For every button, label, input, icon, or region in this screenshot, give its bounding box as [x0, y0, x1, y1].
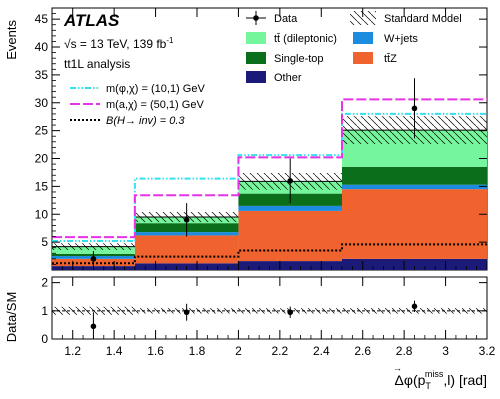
ratio-point-1 [183, 309, 190, 316]
main-ytick-label-2: 15 [35, 179, 49, 193]
bar-2-3 [342, 184, 487, 190]
legend-single-top: Single-top [246, 52, 324, 65]
legend-signal-phi: m(φ,χ) = (10,1) GeV [70, 83, 205, 95]
x-axis-label-tail: ,l) [rad] [443, 372, 487, 388]
legend-wjets-label: W+jets [384, 33, 418, 45]
legend-single-top-label: Single-top [274, 53, 324, 65]
legend-ttbar-label: tt̄ (dileptonic) [274, 33, 337, 45]
data-point-2 [287, 178, 294, 184]
legend-signal-hinv-label: B(H→ inv) = 0.3 [106, 115, 185, 127]
analysis-label: tt1L analysis [64, 57, 130, 71]
main-ytick-label-5: 30 [35, 96, 49, 110]
xtick-label-2: 1.6 [147, 344, 164, 358]
ratio-point-0 [90, 323, 97, 330]
legend-ttbar-dilep: tt̄ (dileptonic) [246, 32, 337, 45]
y-axis-label: Events [4, 20, 19, 60]
xtick-label-3: 1.8 [189, 344, 206, 358]
lumi-exponent: -1 [166, 36, 174, 45]
legend-signal-a-label: m(a,χ) = (50,1) GeV [106, 99, 204, 111]
main-ytick-label-6: 35 [35, 68, 49, 82]
x-axis-arrow: → [393, 363, 402, 373]
bar-1-1 [134, 235, 239, 264]
signal-line-1 [52, 98, 487, 239]
x-axis-label-sub: T [425, 381, 431, 391]
main-ytick-label-7: 40 [35, 40, 49, 54]
ratio-y-axis-label: Data/SM [4, 292, 19, 343]
xtick-label-0: 1.2 [64, 344, 81, 358]
legend-wjets: W+jets [353, 32, 418, 45]
legend-signal-a: m(a,χ) = (50,1) GeV [70, 99, 204, 111]
main-ytick-label-0: 5 [41, 235, 48, 249]
bar-1-3 [342, 189, 487, 259]
xtick-label-8: 2.8 [396, 344, 413, 358]
energy-lumi-text: s = 13 TeV, 139 fb [71, 37, 167, 51]
xtick-label-7: 2.6 [354, 344, 371, 358]
legend-other: Other [246, 71, 302, 84]
xtick-label-6: 2.4 [313, 344, 330, 358]
x-axis-label-sup: miss [425, 369, 444, 379]
x-axis-label: Δφ(pTmiss,l) [rad] [395, 369, 487, 391]
legend-ttz-label: tt̄Z [384, 53, 397, 65]
data-point-1 [183, 217, 190, 223]
ratio-point-3 [411, 303, 418, 310]
xtick-label-10: 3.2 [479, 344, 496, 358]
legend-standard-model: Standard Model [350, 11, 462, 25]
x-axis-label-head: Δφ(p [395, 372, 426, 388]
legend-ttz: tt̄Z [353, 52, 397, 65]
ratio-ytick-label-2: 2 [41, 276, 48, 290]
legend-other-label: Other [274, 72, 302, 84]
main-ytick-label-1: 10 [35, 207, 49, 221]
legend: Data Standard Model tt̄ (dileptonic) W+j… [70, 11, 462, 127]
ratio-point-2 [287, 309, 294, 316]
sqrt-symbol: √ [64, 37, 71, 51]
data-point-3 [411, 105, 418, 112]
xtick-label-5: 2.2 [272, 344, 289, 358]
bar-3-3 [342, 166, 487, 185]
xtick-label-4: 2 [235, 344, 242, 358]
xtick-label-1: 1.4 [106, 344, 123, 358]
legend-signal-hinv: B(H→ inv) = 0.3 [70, 115, 185, 127]
legend-data: Data [246, 11, 298, 25]
experiment-label: ATLAS [63, 11, 120, 30]
ratio-ytick-label-1: 1 [41, 304, 48, 318]
bar-4-0 [52, 246, 135, 254]
ratio-ytick-label-0: 0 [41, 332, 48, 346]
legend-sm-label: Standard Model [384, 13, 462, 25]
bar-2-2 [238, 205, 342, 211]
signal-line-2 [52, 243, 487, 265]
xtick-label-9: 3 [442, 344, 449, 358]
legend-data-label: Data [274, 13, 298, 25]
main-ytick-label-4: 25 [35, 124, 49, 138]
bar-1-2 [238, 210, 342, 262]
bar-0-3 [342, 258, 487, 270]
legend-signal-phi-label: m(φ,χ) = (10,1) GeV [106, 83, 205, 95]
data-point-0 [90, 256, 97, 262]
energy-lumi-label: √s = 13 TeV, 139 fb-1 [64, 36, 174, 51]
ratio-uncertainty-band-0 [52, 306, 135, 315]
main-ytick-label-3: 20 [35, 152, 49, 166]
bar-0-2 [238, 261, 342, 270]
main-ytick-label-8: 45 [35, 12, 49, 26]
